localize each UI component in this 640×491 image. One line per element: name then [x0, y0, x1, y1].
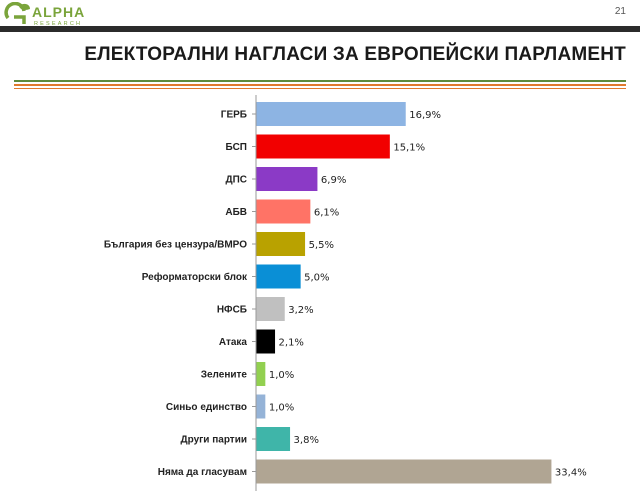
- value-label: 6,1%: [314, 208, 339, 219]
- title-rule-orange: [14, 84, 626, 86]
- category-label: Реформаторски блок: [142, 271, 248, 283]
- category-label: Зелените: [201, 370, 248, 381]
- title-rule-orange-thin: [14, 88, 626, 89]
- bar-chart: ГЕРБ 16,9% БСП 15,1% ДПС 6,9% АБВ 6,1% България …: [104, 95, 587, 491]
- value-label: 5,5%: [309, 240, 334, 251]
- category-label: Няма да гласувам: [158, 467, 247, 478]
- bar: [256, 232, 306, 256]
- value-label: 5,0%: [304, 273, 329, 284]
- bar: [256, 427, 291, 451]
- bar: [256, 297, 285, 321]
- category-label: НФСБ: [217, 305, 247, 316]
- bar: [256, 362, 266, 386]
- leaf-g-icon: [4, 2, 30, 24]
- value-label: 3,2%: [288, 305, 313, 316]
- value-label: 33,4%: [555, 468, 587, 479]
- bar: [256, 459, 552, 484]
- category-label: БСП: [226, 142, 247, 153]
- value-label: 16,9%: [409, 110, 441, 121]
- category-label: АБВ: [225, 207, 247, 218]
- value-label: 1,0%: [269, 370, 294, 381]
- value-label: 6,9%: [321, 175, 346, 186]
- title-rule-green: [14, 80, 626, 82]
- category-label: ГЕРБ: [221, 110, 247, 121]
- value-label: 1,0%: [269, 403, 294, 414]
- bar: [256, 199, 311, 224]
- bar: [256, 102, 406, 126]
- category-label: Други партии: [180, 435, 247, 446]
- header-band: [0, 26, 640, 32]
- value-label: 2,1%: [279, 338, 304, 349]
- page-number: 21: [614, 6, 626, 17]
- value-label: 3,8%: [294, 435, 319, 446]
- bar: [256, 329, 276, 354]
- category-label: България без цензура/ВМРО: [104, 239, 247, 251]
- category-label: Синьо единство: [166, 402, 247, 413]
- category-label: Атака: [219, 337, 248, 348]
- bar: [256, 264, 301, 289]
- logo-text: ALPHA: [32, 4, 85, 20]
- value-label: 15,1%: [393, 143, 425, 154]
- chart-title: ЕЛЕКТОРАЛНИ НАГЛАСИ ЗА ЕВРОПЕЙСКИ ПАРЛАМ…: [84, 44, 626, 65]
- category-label: ДПС: [225, 175, 247, 186]
- alpha-research-logo: ALPHA RESEARCH: [4, 2, 85, 27]
- logo-subtext: RESEARCH: [34, 21, 82, 27]
- bar: [256, 394, 266, 419]
- bar: [256, 134, 390, 159]
- bar: [256, 167, 318, 191]
